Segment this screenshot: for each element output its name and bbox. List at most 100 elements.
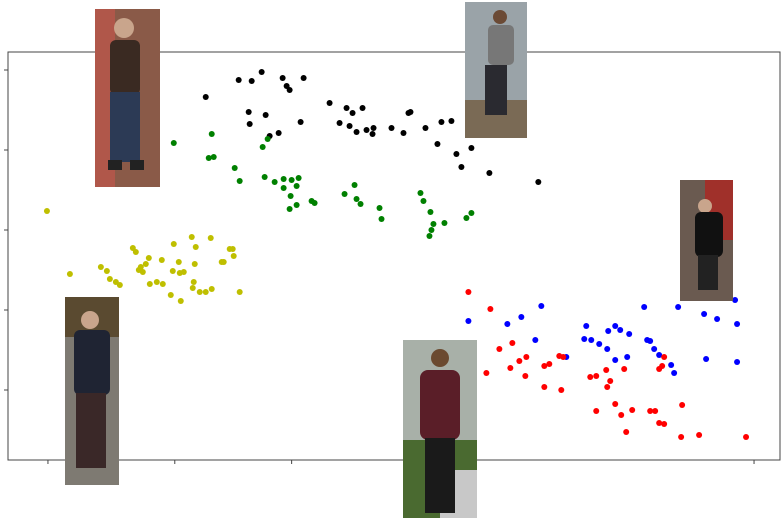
point bbox=[337, 120, 343, 126]
point bbox=[607, 378, 613, 384]
point bbox=[603, 367, 609, 373]
point bbox=[504, 321, 510, 327]
point bbox=[518, 314, 524, 320]
point bbox=[624, 354, 630, 360]
point bbox=[661, 354, 667, 360]
point bbox=[206, 155, 212, 161]
point bbox=[604, 346, 610, 352]
point bbox=[209, 131, 215, 137]
point bbox=[581, 336, 587, 342]
point bbox=[377, 205, 383, 211]
point bbox=[430, 221, 436, 227]
point bbox=[370, 131, 376, 137]
point bbox=[190, 285, 196, 291]
point bbox=[231, 253, 237, 259]
point bbox=[246, 109, 252, 115]
point bbox=[192, 261, 198, 267]
point bbox=[734, 321, 740, 327]
point bbox=[236, 77, 242, 83]
point bbox=[352, 182, 358, 188]
point bbox=[208, 235, 214, 241]
point bbox=[593, 373, 599, 379]
point bbox=[294, 183, 300, 189]
point bbox=[259, 69, 265, 75]
point bbox=[465, 289, 471, 295]
point bbox=[696, 432, 702, 438]
point bbox=[556, 353, 562, 359]
point bbox=[354, 196, 360, 202]
point bbox=[171, 140, 177, 146]
point bbox=[703, 356, 709, 362]
thumbnail bbox=[680, 180, 733, 301]
point bbox=[618, 412, 624, 418]
point bbox=[588, 337, 594, 343]
point bbox=[147, 281, 153, 287]
point bbox=[652, 408, 658, 414]
point bbox=[181, 269, 187, 275]
point bbox=[420, 198, 426, 204]
point bbox=[104, 268, 110, 274]
point bbox=[522, 373, 528, 379]
point bbox=[604, 384, 610, 390]
point bbox=[659, 363, 665, 369]
point bbox=[587, 374, 593, 380]
point bbox=[407, 109, 413, 115]
point bbox=[583, 323, 589, 329]
point bbox=[203, 289, 209, 295]
point bbox=[296, 175, 302, 181]
point bbox=[427, 209, 433, 215]
point bbox=[626, 331, 632, 337]
point bbox=[170, 268, 176, 274]
point bbox=[538, 303, 544, 309]
point bbox=[463, 215, 469, 221]
point bbox=[247, 121, 253, 127]
point bbox=[189, 234, 195, 240]
point bbox=[191, 279, 197, 285]
point bbox=[486, 170, 492, 176]
chart bbox=[0, 0, 781, 518]
point bbox=[701, 311, 707, 317]
point bbox=[168, 292, 174, 298]
point bbox=[344, 105, 350, 111]
point bbox=[509, 340, 515, 346]
point bbox=[458, 164, 464, 170]
thumbnail bbox=[465, 2, 527, 138]
point bbox=[448, 118, 454, 124]
thumbnail bbox=[403, 340, 477, 518]
point bbox=[347, 123, 353, 129]
point bbox=[230, 246, 236, 252]
point bbox=[541, 384, 547, 390]
point bbox=[453, 151, 459, 157]
point bbox=[671, 370, 677, 376]
point bbox=[263, 112, 269, 118]
point bbox=[342, 191, 348, 197]
point bbox=[661, 421, 667, 427]
point bbox=[289, 177, 295, 183]
point bbox=[44, 208, 50, 214]
point bbox=[193, 244, 199, 250]
point bbox=[176, 259, 182, 265]
point bbox=[197, 289, 203, 295]
point bbox=[364, 127, 370, 133]
point bbox=[354, 129, 360, 135]
point bbox=[107, 276, 113, 282]
point bbox=[647, 338, 653, 344]
thumbnail bbox=[95, 9, 160, 187]
point bbox=[668, 362, 674, 368]
point bbox=[301, 75, 307, 81]
point bbox=[516, 358, 522, 364]
point bbox=[389, 125, 395, 131]
point bbox=[656, 420, 662, 426]
point bbox=[714, 316, 720, 322]
point bbox=[483, 370, 489, 376]
thumbnail bbox=[65, 297, 119, 485]
point bbox=[237, 289, 243, 295]
point bbox=[612, 323, 618, 329]
point bbox=[535, 179, 541, 185]
point bbox=[281, 185, 287, 191]
point bbox=[294, 202, 300, 208]
point bbox=[140, 269, 146, 275]
point bbox=[641, 304, 647, 310]
point bbox=[434, 141, 440, 147]
point bbox=[98, 264, 104, 270]
